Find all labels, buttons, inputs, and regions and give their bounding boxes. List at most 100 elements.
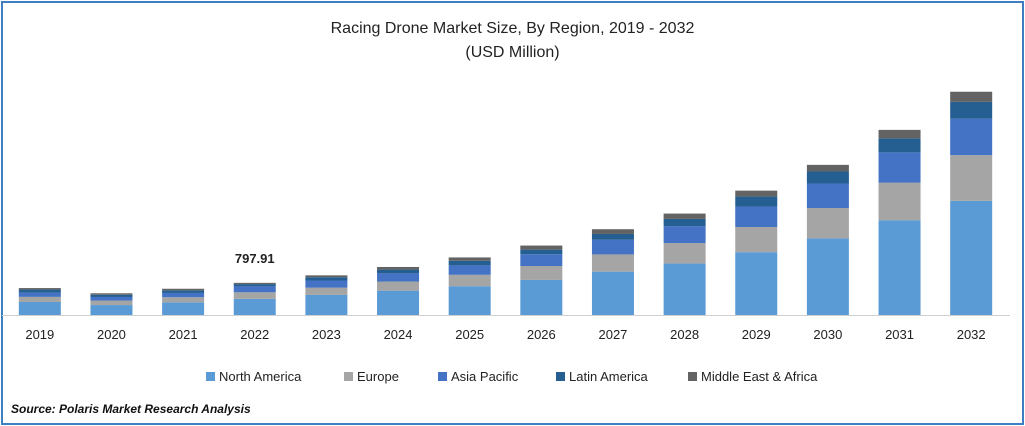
bar-2024-europe bbox=[377, 281, 420, 291]
bar-2024-north-america bbox=[377, 290, 420, 315]
legend-label-middle-east-and-africa: Middle East & Africa bbox=[701, 369, 818, 384]
bar-2022-latin-america bbox=[233, 284, 276, 287]
bar-2032-north-america bbox=[950, 200, 993, 315]
bar-2028-latin-america bbox=[663, 218, 706, 227]
bar-2021-europe bbox=[162, 297, 205, 303]
bar-2030-latin-america bbox=[806, 171, 849, 184]
bar-2019-middle-east-and-africa bbox=[18, 288, 61, 290]
legend-swatch-north-america bbox=[206, 372, 215, 381]
chart-subtitle: (USD Million) bbox=[465, 44, 560, 61]
bar-2026-middle-east-and-africa bbox=[520, 245, 563, 250]
bar-2031-north-america bbox=[878, 220, 921, 315]
bar-2026-europe bbox=[520, 265, 563, 280]
bar-2021-middle-east-and-africa bbox=[162, 288, 205, 291]
bar-2028-middle-east-and-africa bbox=[663, 213, 706, 219]
legend-label-north-america: North America bbox=[219, 369, 302, 384]
legend-label-latin-america: Latin America bbox=[569, 369, 649, 384]
bar-2021-asia-pacific bbox=[162, 292, 205, 298]
bar-2031-middle-east-and-africa bbox=[878, 129, 921, 139]
x-tick-label-2027: 2027 bbox=[598, 327, 627, 342]
bar-2030-north-america bbox=[806, 238, 849, 315]
bar-2024-latin-america bbox=[377, 269, 420, 274]
bar-2025-asia-pacific bbox=[448, 265, 491, 275]
x-tick-label-2023: 2023 bbox=[312, 327, 341, 342]
bar-2020-europe bbox=[90, 300, 133, 306]
bar-2029-north-america bbox=[735, 252, 778, 315]
bar-2021-north-america bbox=[162, 302, 205, 315]
x-tick-label-2031: 2031 bbox=[885, 327, 914, 342]
bar-2023-middle-east-and-africa bbox=[305, 275, 348, 278]
bar-2032-middle-east-and-africa bbox=[950, 91, 993, 102]
bar-2029-asia-pacific bbox=[735, 206, 778, 227]
bar-2028-europe bbox=[663, 243, 706, 264]
x-tick-label-2019: 2019 bbox=[25, 327, 54, 342]
bar-2020-north-america bbox=[90, 305, 133, 315]
bar-2026-asia-pacific bbox=[520, 254, 563, 266]
x-tick-label-2022: 2022 bbox=[240, 327, 269, 342]
x-tick-label-2021: 2021 bbox=[169, 327, 198, 342]
bar-2030-asia-pacific bbox=[806, 183, 849, 209]
bar-2025-middle-east-and-africa bbox=[448, 257, 491, 261]
bar-2032-europe bbox=[950, 155, 993, 201]
legend-swatch-europe bbox=[344, 372, 353, 381]
bar-2025-europe bbox=[448, 274, 491, 287]
legend-swatch-middle-east-and-africa bbox=[688, 372, 697, 381]
bar-2019-europe bbox=[18, 296, 61, 302]
bar-2020-latin-america bbox=[90, 294, 133, 297]
bar-2020-asia-pacific bbox=[90, 296, 133, 301]
bar-2027-asia-pacific bbox=[591, 239, 634, 255]
bar-2026-latin-america bbox=[520, 249, 563, 255]
bar-2028-north-america bbox=[663, 263, 706, 315]
bar-2031-latin-america bbox=[878, 138, 921, 153]
x-tick-label-2030: 2030 bbox=[813, 327, 842, 342]
bar-2027-north-america bbox=[591, 271, 634, 315]
bar-2019-latin-america bbox=[18, 289, 61, 293]
bar-2022-europe bbox=[233, 292, 276, 299]
bar-2022-asia-pacific bbox=[233, 286, 276, 293]
bar-2029-middle-east-and-africa bbox=[735, 190, 778, 197]
legend-swatch-latin-america bbox=[556, 372, 565, 381]
bar-2024-middle-east-and-africa bbox=[377, 266, 420, 270]
x-tick-label-2026: 2026 bbox=[527, 327, 556, 342]
bar-2020-middle-east-and-africa bbox=[90, 293, 133, 295]
bar-2030-middle-east-and-africa bbox=[806, 164, 849, 172]
bar-2019-asia-pacific bbox=[18, 292, 61, 297]
x-tick-label-2032: 2032 bbox=[957, 327, 986, 342]
bar-2026-north-america bbox=[520, 279, 563, 315]
bar-2019-north-america bbox=[18, 301, 61, 315]
bar-2027-europe bbox=[591, 254, 634, 272]
chart-title: Racing Drone Market Size, By Region, 201… bbox=[330, 20, 695, 37]
bar-2024-asia-pacific bbox=[377, 273, 420, 282]
source-note: Source: Polaris Market Research Analysis bbox=[11, 402, 251, 416]
bar-2023-latin-america bbox=[305, 277, 348, 281]
bar-2021-latin-america bbox=[162, 290, 205, 293]
x-tick-label-2028: 2028 bbox=[670, 327, 699, 342]
legend-swatch-asia-pacific bbox=[438, 372, 447, 381]
bar-2022-middle-east-and-africa bbox=[233, 282, 276, 285]
x-tick-label-2024: 2024 bbox=[384, 327, 413, 342]
bar-2027-middle-east-and-africa bbox=[591, 229, 634, 234]
bar-2029-europe bbox=[735, 226, 778, 253]
bar-2023-asia-pacific bbox=[305, 280, 348, 288]
data-label-2022: 797.91 bbox=[235, 251, 275, 266]
x-tick-label-2029: 2029 bbox=[742, 327, 771, 342]
bar-2025-north-america bbox=[448, 286, 491, 315]
bar-2029-latin-america bbox=[735, 196, 778, 207]
bar-2028-asia-pacific bbox=[663, 226, 706, 244]
bar-2023-europe bbox=[305, 287, 348, 295]
bar-2022-north-america bbox=[233, 298, 276, 315]
bar-2032-asia-pacific bbox=[950, 118, 993, 156]
bar-2027-latin-america bbox=[591, 233, 634, 240]
bar-2023-north-america bbox=[305, 294, 348, 315]
legend-label-asia-pacific: Asia Pacific bbox=[451, 369, 519, 384]
bar-2025-latin-america bbox=[448, 260, 491, 266]
bar-2031-asia-pacific bbox=[878, 152, 921, 183]
x-tick-label-2025: 2025 bbox=[455, 327, 484, 342]
x-tick-label-2020: 2020 bbox=[97, 327, 126, 342]
bar-2030-europe bbox=[806, 208, 849, 239]
bar-2031-europe bbox=[878, 182, 921, 221]
legend-label-europe: Europe bbox=[357, 369, 399, 384]
bar-2032-latin-america bbox=[950, 101, 993, 119]
